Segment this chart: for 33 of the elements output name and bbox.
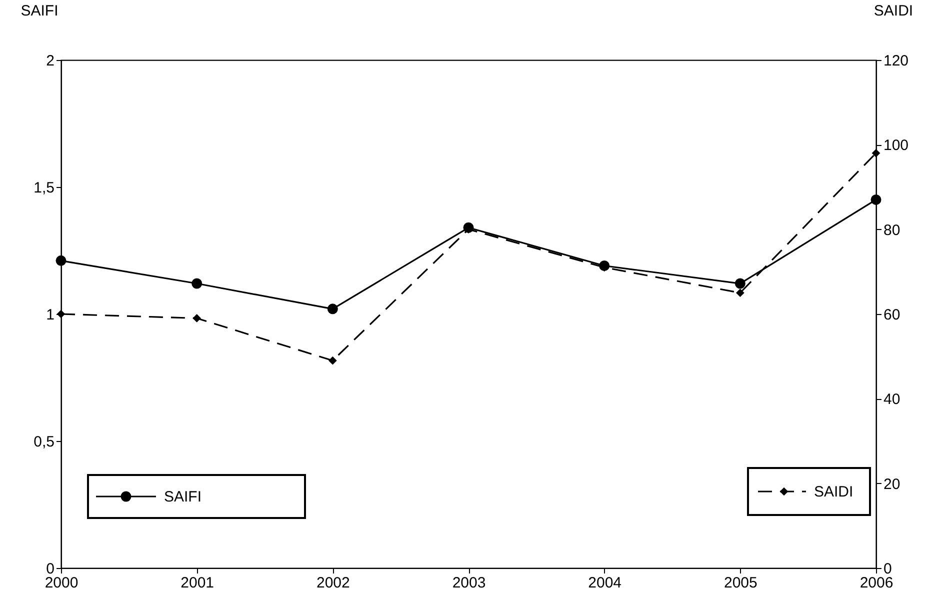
legend-label: SAIDI [814,484,854,500]
x-tick-label: 2001 [180,574,214,592]
x-tick-label: 2006 [860,574,894,592]
x-tick-label: 2004 [588,574,622,592]
point [56,255,66,266]
y-tick-label: 1 [46,306,54,324]
y-tick-label: 1,5 [34,180,54,196]
y2-tick-label: 0 [884,560,892,578]
point [192,278,202,289]
y2-tick-label: 40 [884,391,900,408]
x-tick-label: 2003 [452,574,486,592]
y2-axis-title: SAIDI [874,2,914,20]
point [872,148,880,158]
point [328,356,337,365]
point [870,194,882,205]
y-tick-label: 2 [46,52,54,70]
point [327,304,338,314]
x-tick-label: 2000 [44,574,78,592]
x-tick-label: 2005 [724,574,758,592]
y2-tick-label: 80 [884,222,900,239]
y2-tick-label: 20 [884,476,900,493]
y-tick-label: 0 [46,560,54,578]
y-tick-label: 0,5 [34,434,54,450]
point [736,288,744,298]
legend-label: SAIFI [164,488,202,506]
y2-tick-label: 120 [884,52,909,70]
y2-tick-label: 60 [884,306,900,324]
y2-tick-label: 100 [884,137,909,154]
y-axis-title: SAIFI [20,2,58,20]
point [734,278,746,289]
point [56,310,66,318]
x-tick-label: 2002 [316,574,350,592]
point [192,314,202,322]
